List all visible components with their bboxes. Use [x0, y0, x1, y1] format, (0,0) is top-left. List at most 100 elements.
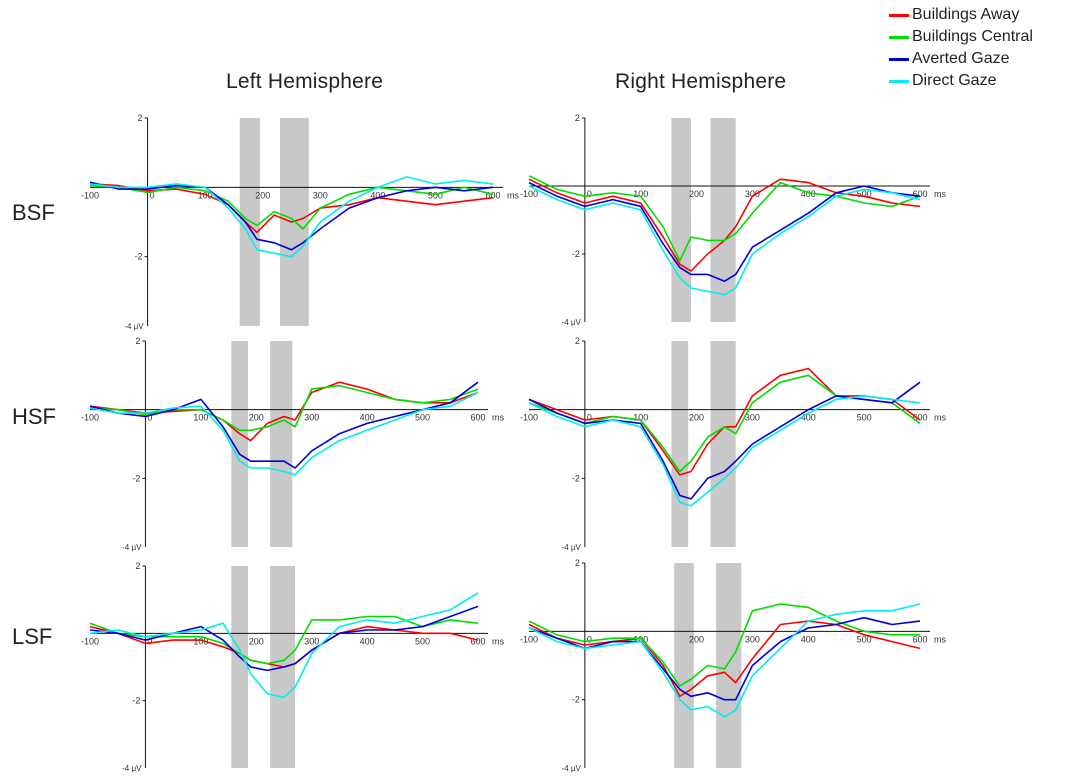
y-tick-label: 2: [138, 113, 143, 123]
series-line-buildings-away: [89, 183, 494, 234]
y-unit-label: -4 μV: [562, 318, 582, 327]
y-tick-label: -2: [135, 252, 143, 262]
x-unit-label: ms: [492, 413, 504, 423]
series-line-direct-gaze: [528, 185, 921, 296]
x-tick-label: 0: [147, 636, 152, 646]
x-tick-label: 0: [147, 413, 152, 423]
legend-item: Buildings Central: [889, 26, 1033, 48]
legend-swatch-buildings-central: [889, 35, 909, 39]
series-line-direct-gaze: [528, 395, 921, 507]
x-tick-label: 600: [912, 189, 927, 199]
erp-panel-hsf-right: 2 -2 -4 μV -100 0 100 200 300 400 500 600 ms: [520, 336, 947, 552]
x-tick-label: 400: [370, 190, 385, 200]
x-tick-label: 200: [689, 413, 704, 423]
x-unit-label: ms: [934, 413, 946, 423]
shaded-window: [270, 341, 293, 547]
x-tick-label: 500: [415, 636, 430, 646]
x-tick-label: -100: [520, 413, 538, 423]
y-tick-label: -2: [132, 696, 140, 706]
x-tick-label: 300: [745, 189, 760, 199]
legend-swatch-direct-gaze: [889, 79, 909, 83]
shaded-window: [710, 118, 736, 322]
shaded-window: [231, 566, 248, 768]
x-tick-label: 100: [633, 413, 648, 423]
x-unit-label: ms: [492, 636, 504, 646]
x-tick-label: 300: [313, 190, 328, 200]
x-tick-label: 0: [587, 413, 592, 423]
x-tick-label: -100: [81, 190, 99, 200]
x-tick-label: 200: [689, 189, 704, 199]
x-tick-label: 200: [689, 634, 704, 644]
x-tick-label: -100: [81, 413, 99, 423]
legend-label: Direct Gaze: [912, 72, 997, 89]
y-tick-label: 2: [575, 558, 580, 568]
erp-panel-lsf-left: 2 -2 -4 μV -100 0 100 200 300 400 500 600 ms: [81, 561, 505, 773]
column-title-right: Right Hemisphere: [615, 70, 787, 93]
y-tick-label: -2: [572, 695, 580, 705]
shaded-window: [716, 563, 742, 768]
x-unit-label: ms: [934, 189, 946, 199]
x-tick-label: 0: [587, 634, 592, 644]
x-unit-label: ms: [507, 190, 519, 200]
x-tick-label: 100: [633, 189, 648, 199]
x-tick-label: 100: [193, 413, 208, 423]
x-tick-label: -100: [520, 634, 538, 644]
legend-item: Averted Gaze: [889, 48, 1033, 70]
y-tick-label: 2: [575, 336, 580, 346]
legend-label: Averted Gaze: [912, 50, 1010, 67]
x-tick-label: 500: [857, 189, 872, 199]
x-unit-label: ms: [934, 634, 946, 644]
shaded-window: [671, 118, 691, 322]
x-tick-label: 200: [255, 190, 270, 200]
x-tick-label: 600: [912, 634, 927, 644]
series-line-buildings-away: [89, 625, 479, 668]
x-tick-label: 500: [415, 413, 430, 423]
erp-panel-bsf-left: 2 -2 -4 μV -100 0 100 200 300 400 500 600 ms: [81, 113, 520, 331]
x-tick-label: 600: [485, 190, 500, 200]
y-tick-label: 2: [575, 113, 580, 123]
x-tick-label: -100: [520, 189, 538, 199]
x-tick-label: 0: [150, 190, 155, 200]
x-tick-label: 100: [193, 636, 208, 646]
row-label-bsf: BSF: [12, 200, 55, 225]
x-tick-label: 600: [912, 413, 927, 423]
series-line-averted-gaze: [528, 181, 921, 283]
y-tick-label: -2: [572, 249, 580, 259]
erp-panel-lsf-right: 2-2-4 μV-100 0 100 200 300 400 500 600 ms: [520, 558, 947, 773]
series-line-direct-gaze: [89, 391, 479, 476]
shaded-window: [710, 341, 736, 547]
series-line-averted-gaze: [89, 181, 494, 251]
x-tick-label: 300: [304, 413, 319, 423]
legend-item: Buildings Away: [889, 4, 1033, 26]
erp-panel-hsf-left: 2 -2 -4 μV -100 0 100 200 300 400 500 600 ms: [81, 336, 505, 552]
x-tick-label: 100: [198, 190, 213, 200]
x-tick-label: 500: [857, 634, 872, 644]
x-tick-label: 400: [801, 413, 816, 423]
shaded-window: [674, 563, 694, 768]
x-tick-label: 200: [249, 636, 264, 646]
x-tick-label: 300: [304, 636, 319, 646]
x-tick-label: 400: [360, 413, 375, 423]
legend-label: Buildings Away: [912, 6, 1020, 23]
series-line-buildings-central: [528, 175, 921, 262]
y-unit-label: -4 μV: [562, 764, 582, 773]
series-line-buildings-central: [89, 615, 479, 665]
y-tick-label: -2: [572, 473, 580, 483]
series-line-buildings-central: [89, 184, 494, 230]
shaded-window: [231, 341, 248, 547]
legend: Buildings Away Buildings Central Averted…: [889, 4, 1033, 92]
y-tick-label: 2: [135, 561, 140, 571]
y-unit-label: -4 μV: [122, 764, 142, 773]
x-tick-label: 400: [801, 634, 816, 644]
series-line-buildings-away: [528, 178, 921, 272]
y-tick-label: -2: [132, 473, 140, 483]
x-tick-label: 0: [587, 189, 592, 199]
x-tick-label: 300: [745, 413, 760, 423]
x-tick-label: 600: [470, 636, 485, 646]
erp-panel-bsf-right: 2 -2 -4 μV -100 0 100 200 300 400 500 600 ms: [520, 113, 947, 327]
legend-item: Direct Gaze: [889, 70, 1033, 92]
series-line-direct-gaze: [89, 176, 494, 258]
x-tick-label: 400: [360, 636, 375, 646]
series-line-direct-gaze: [89, 592, 479, 699]
